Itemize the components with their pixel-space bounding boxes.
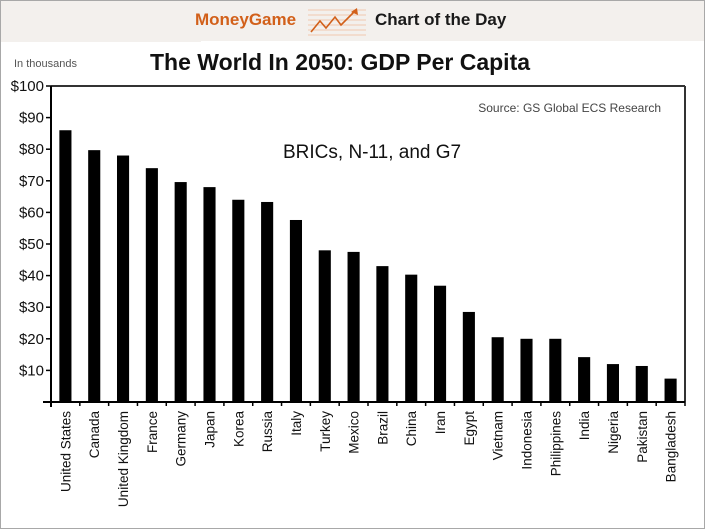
x-tick-label: Brazil [375, 411, 390, 445]
bar-mexico [347, 251, 360, 402]
y-tick-label: $10 [19, 362, 44, 379]
x-tick-label: China [404, 411, 419, 447]
header-bar [1, 1, 704, 41]
x-tick-label: Russia [260, 411, 275, 453]
bar-china [405, 274, 418, 402]
bar-germany [174, 182, 187, 402]
x-axis: United States Canada United Kingdom France G… [43, 401, 686, 507]
bar-bangladesh [664, 378, 677, 402]
x-tick-label: Pakistan [635, 411, 650, 463]
x-tick-label: Vietnam [491, 411, 506, 460]
source-note: Source: GS Global ECS Research [478, 101, 661, 115]
bars [59, 130, 677, 403]
y-tick-label: $40 [19, 268, 44, 285]
y-tick-label: $30 [19, 299, 44, 316]
x-tick-label: Egypt [462, 411, 477, 446]
y-tick-label: $100 [11, 78, 44, 95]
y-tick-label: $80 [19, 141, 44, 158]
brand-name: MoneyGame [195, 10, 297, 29]
y-tick-label: $90 [19, 110, 44, 127]
x-tick-label: Bangladesh [664, 411, 679, 482]
x-tick-label: Iran [433, 411, 448, 434]
y-tick-label: $70 [19, 173, 44, 190]
bar-vietnam [491, 337, 504, 402]
x-tick-label: Korea [231, 411, 246, 448]
bar-nigeria [606, 364, 620, 402]
x-tick-label: Nigeria [606, 411, 621, 454]
bar-canada [88, 150, 101, 402]
bar-brazil [376, 266, 389, 402]
x-tick-label: France [145, 411, 160, 453]
header-strip [1, 35, 201, 42]
x-tick-label: Germany [174, 411, 189, 467]
rising-chart-arrow-icon [308, 8, 366, 36]
x-tick-label: Canada [87, 411, 102, 459]
x-tick-label: Philippines [548, 411, 563, 477]
x-tick-label: United States [58, 411, 73, 492]
x-tick-label: Indonesia [520, 411, 535, 470]
x-tick-label: Japan [203, 411, 218, 448]
bar-indonesia [520, 338, 533, 402]
bar-korea [232, 199, 245, 402]
x-tick-label: Turkey [318, 411, 333, 452]
chart-subtitle: BRICs, N-11, and G7 [283, 142, 461, 163]
unit-note: In thousands [14, 58, 77, 70]
y-tick-label: $60 [19, 204, 44, 221]
x-tick-label: India [577, 411, 592, 441]
plot-area [51, 85, 686, 402]
bar-philippines [549, 338, 562, 402]
bar-italy [289, 219, 303, 402]
y-axis: $10 $20 $30 $40 $50 $60 $70 $80 $90 $100 [11, 78, 52, 407]
x-tick-label: Italy [289, 411, 304, 436]
bar-india [578, 357, 591, 402]
y-tick-label: $50 [19, 236, 44, 253]
bar-egypt [462, 311, 475, 402]
bar-turkey [318, 250, 331, 402]
bar-united-states [59, 130, 72, 403]
section-title: Chart of the Day [375, 10, 507, 29]
bar-japan [203, 187, 216, 402]
bar-russia [261, 201, 274, 402]
chart-title: The World In 2050: GDP Per Capita [150, 49, 531, 75]
x-tick-label: Mexico [347, 411, 362, 454]
bar-france [145, 168, 158, 402]
x-tick-label: United Kingdom [116, 411, 131, 507]
bar-iran [433, 285, 447, 402]
y-tick-label: $20 [19, 331, 44, 348]
bar-united-kingdom [116, 155, 130, 402]
bar-pakistan [635, 365, 648, 402]
